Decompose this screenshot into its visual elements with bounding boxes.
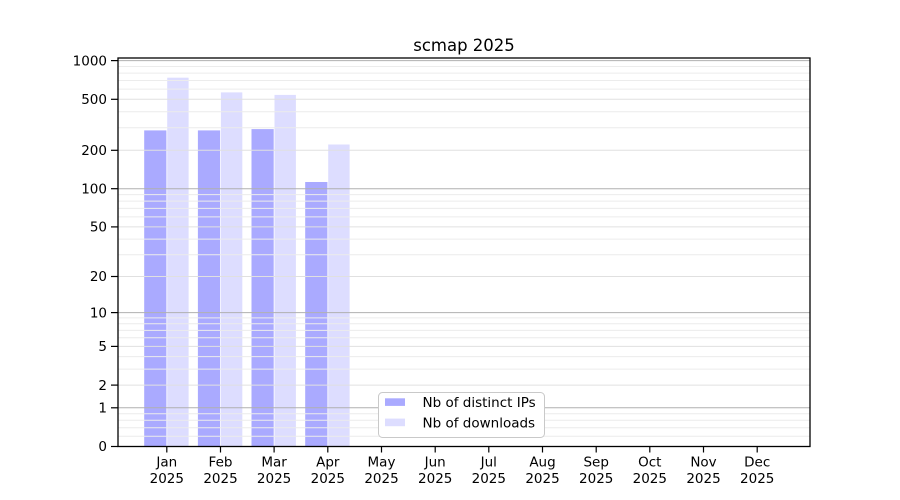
- x-tick-label-mar: Mar: [261, 455, 287, 471]
- x-tick-year-jul: 2025: [472, 471, 506, 487]
- y-tick-label-2: 2: [98, 378, 107, 394]
- y-tick-label-200: 200: [81, 143, 107, 159]
- x-tick-year-mar: 2025: [257, 471, 291, 487]
- bar-nb-of-downloads-mar: [274, 94, 296, 447]
- x-tick-year-may: 2025: [364, 471, 398, 487]
- y-tick-label-100: 100: [81, 181, 107, 197]
- y-tick-label-1: 1: [98, 401, 107, 417]
- y-tick-label-10: 10: [90, 305, 107, 321]
- y-tick-label-0: 0: [98, 439, 107, 455]
- x-tick-year-sep: 2025: [579, 471, 613, 487]
- legend-swatch-downloads: [385, 418, 405, 427]
- bar-nb-of-downloads-apr: [328, 144, 350, 447]
- x-tick-year-oct: 2025: [633, 471, 667, 487]
- legend-frame: [378, 392, 545, 438]
- x-tick-label-jul: Jul: [480, 455, 497, 471]
- x-tick-label-sep: Sep: [583, 455, 608, 471]
- x-tick-year-jun: 2025: [418, 471, 452, 487]
- y-tick-label-5: 5: [98, 339, 107, 355]
- x-tick-year-apr: 2025: [311, 471, 345, 487]
- y-tick-label-20: 20: [90, 269, 107, 285]
- x-tick-label-nov: Nov: [690, 455, 716, 471]
- y-tick-label-500: 500: [81, 92, 107, 108]
- x-tick-label-aug: Aug: [529, 455, 555, 471]
- legend: Nb of distinct IPs Nb of downloads: [378, 392, 545, 438]
- axes-layer: 10005002001005020105210Jan2025Feb2025Mar…: [73, 53, 811, 487]
- x-tick-label-dec: Dec: [744, 455, 770, 471]
- x-tick-label-feb: Feb: [209, 455, 233, 471]
- x-tick-year-feb: 2025: [203, 471, 237, 487]
- y-tick-label-1000: 1000: [73, 53, 107, 69]
- legend-label-downloads: Nb of downloads: [423, 416, 536, 432]
- bar-nb-of-downloads-jan: [167, 77, 189, 447]
- legend-label-distinct-ips: Nb of distinct IPs: [423, 395, 536, 411]
- x-tick-label-may: May: [368, 455, 396, 471]
- bar-nb-of-downloads-feb: [220, 92, 243, 447]
- y-tick-label-50: 50: [90, 220, 107, 236]
- x-tick-year-dec: 2025: [740, 471, 774, 487]
- x-tick-label-jun: Jun: [424, 455, 446, 471]
- x-tick-label-oct: Oct: [638, 455, 661, 471]
- plot-border: [117, 57, 811, 448]
- x-tick-year-jan: 2025: [150, 471, 184, 487]
- x-tick-year-nov: 2025: [686, 471, 720, 487]
- bar-nb-of-distinct-ips-apr: [305, 182, 328, 447]
- chart-title: scmap 2025: [413, 36, 515, 55]
- legend-swatch-distinct-ips: [385, 398, 405, 406]
- bar-nb-of-distinct-ips-mar: [251, 129, 274, 447]
- x-tick-label-jan: Jan: [155, 455, 177, 471]
- bars-layer: [144, 77, 350, 447]
- bar-nb-of-distinct-ips-feb: [197, 130, 221, 447]
- bar-nb-of-distinct-ips-jan: [144, 130, 167, 447]
- x-tick-year-aug: 2025: [525, 471, 559, 487]
- x-tick-label-apr: Apr: [316, 455, 340, 471]
